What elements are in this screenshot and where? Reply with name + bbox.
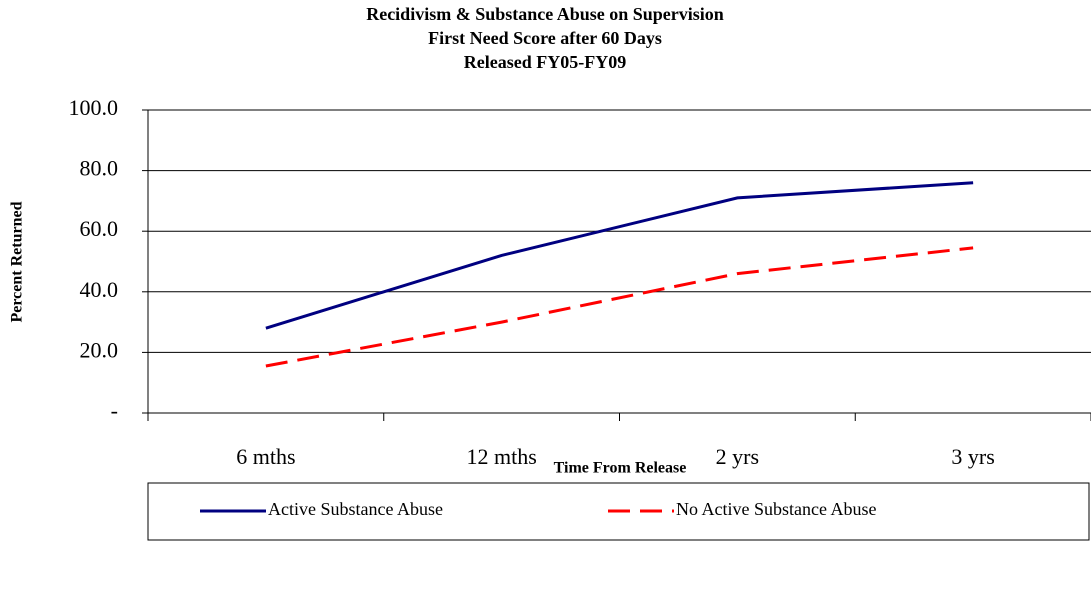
x-tick-label: 12 mths (466, 444, 536, 469)
y-tick-label: 100.0 (69, 95, 119, 120)
legend-box (147, 482, 1090, 541)
x-axis-label: Time From Release (554, 460, 687, 477)
y-tick-label: 40.0 (80, 277, 119, 302)
line-series (265, 246, 974, 368)
chart-title: First Need Score after 60 Days (428, 28, 662, 48)
legend-label: Active Substance Abuse (268, 499, 443, 519)
legend-label: No Active Substance Abuse (676, 499, 876, 519)
y-axis-label: Percent Returned (9, 201, 26, 322)
x-tick-label: 2 yrs (716, 444, 759, 469)
x-tick-label: 6 mths (236, 444, 295, 469)
chart-title: Recidivism & Substance Abuse on Supervis… (366, 4, 724, 24)
chart-title: Released FY05-FY09 (464, 52, 626, 72)
y-tick-label: - (111, 398, 118, 423)
y-tick-label: 20.0 (80, 337, 119, 362)
y-tick-label: 80.0 (80, 156, 119, 181)
line-series (265, 181, 974, 330)
y-tick-label: 60.0 (80, 216, 119, 241)
x-tick-label: 3 yrs (951, 444, 994, 469)
